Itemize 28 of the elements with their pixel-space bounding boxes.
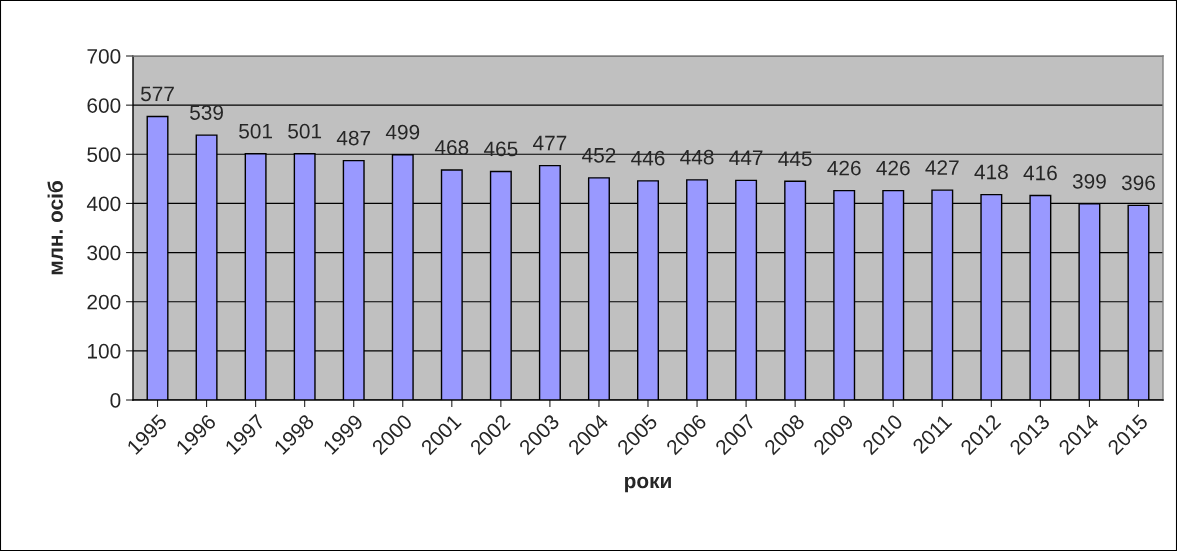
data-label: 418 xyxy=(974,164,1008,180)
y-tick-label: 600 xyxy=(87,98,121,113)
data-label: 445 xyxy=(778,151,812,167)
data-label: 427 xyxy=(925,160,959,175)
data-label: 426 xyxy=(827,160,861,176)
data-label: 501 xyxy=(288,123,322,139)
y-tick-label: 0 xyxy=(110,393,121,408)
y-tick-label: 500 xyxy=(87,147,121,163)
data-label: 539 xyxy=(190,105,223,120)
x-axis-title: роки xyxy=(625,476,671,493)
data-label: 468 xyxy=(434,140,469,155)
data-label: 477 xyxy=(533,135,567,151)
data-label: 465 xyxy=(483,141,518,157)
data-label: 487 xyxy=(336,130,371,146)
y-tick-label: 100 xyxy=(88,343,121,359)
y-axis-title: млн. осіб xyxy=(47,181,63,275)
data-label: 396 xyxy=(1121,175,1155,191)
y-tick-label: 200 xyxy=(87,294,121,310)
data-label: 446 xyxy=(631,150,665,166)
y-tick-label: 700 xyxy=(87,49,121,64)
y-tick-label: 400 xyxy=(86,196,121,212)
data-label: 499 xyxy=(385,124,420,140)
data-label: 426 xyxy=(876,160,910,176)
data-label: 416 xyxy=(1023,165,1057,181)
y-tick-label: 300 xyxy=(87,245,121,261)
data-label: 577 xyxy=(140,86,174,102)
data-label: 399 xyxy=(1072,173,1106,189)
data-label: 501 xyxy=(239,123,272,139)
